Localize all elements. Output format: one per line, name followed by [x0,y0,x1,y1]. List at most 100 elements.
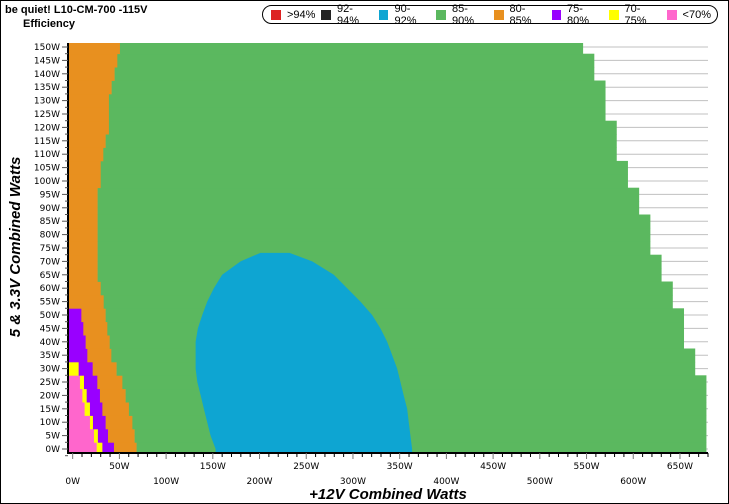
heatmap-cell [107,321,685,336]
heatmap-cell [68,174,102,189]
y-tick-label: 90W [40,204,60,214]
legend-item: >94% [271,9,315,21]
y-tick-label: 100W [34,177,60,187]
y-tick-label: 30W [40,365,60,375]
heatmap-cell [113,442,137,453]
heatmap-cell [100,160,628,175]
x-tick-label: 500W [527,477,553,487]
legend-item: 90-92% [378,3,431,27]
y-tick-label: 15W [40,405,60,415]
heatmap-cell [96,442,103,453]
chart-subtitle: Efficiency [23,18,75,30]
region-90-92 [195,252,413,453]
y-tick-label: 75W [40,244,60,254]
y-tick-label: 150W [34,43,60,53]
x-tick-label: 300W [340,477,366,487]
heatmap-cell [68,201,98,215]
y-tick-label: 120W [34,123,60,133]
x-tick-label: 550W [574,462,600,472]
heatmap-cell [68,308,82,323]
heatmap-cell [84,402,91,416]
heatmap-cell [68,241,98,256]
heatmap-cell [97,201,640,215]
x-tick-label: 250W [293,462,319,472]
heatmap-cell [89,415,94,430]
heatmap-cell [87,348,112,363]
heatmap-cell [97,254,662,269]
x-tick-label: 350W [387,462,413,472]
legend-label: 75-80% [567,2,590,27]
heatmap-cell [97,268,662,282]
heatmap-cell [68,348,88,363]
x-tick-label: 600W [620,477,646,487]
heatmap-cell [78,361,93,376]
heatmap-cell [108,107,606,122]
legend-swatch [551,9,562,20]
x-tick-label: 200W [246,477,272,487]
legend-swatch [271,9,281,20]
legend-swatch [321,9,331,20]
heatmap-cell [97,375,123,390]
heatmap-cell [68,402,85,416]
heatmap-cell [105,415,133,430]
heatmap-cell [108,120,617,135]
heatmap-cell [68,361,79,376]
legend-label: 80-85% [509,2,532,27]
heatmap-cell [68,147,104,162]
heatmap-cell [105,134,617,148]
heatmap-cell [68,442,97,453]
heatmap-cell [100,281,673,296]
heatmap-cell [68,321,84,336]
x-tick-label: 150W [200,462,226,472]
legend: >94% 92-94% 90-92% 85-90% 80-85% 75-80% 70-75%… [262,2,718,27]
heatmap-cell [68,43,121,55]
heatmap-cell [68,67,115,81]
heatmap-cell [68,428,95,443]
legend-label: <70% [682,8,711,21]
heatmap-cell [103,294,673,309]
legend-swatch [436,9,446,20]
y-tick-label: 60W [40,284,60,294]
heatmap-cell [107,428,135,443]
heatmap-cell [119,43,584,55]
y-tick-label: 135W [34,83,60,93]
heatmap-cell [68,227,98,242]
heatmap-cell [108,93,606,108]
y-tick-label: 105W [34,164,60,174]
legend-label: >94% [287,8,316,21]
heatmap-cell [85,335,110,349]
heatmap-cell [68,93,110,108]
legend-item: 75-80% [551,2,604,27]
x-tick-label: 100W [153,477,179,487]
y-tick-label: 5W [45,432,60,442]
legend-label: 85-90% [451,2,475,27]
y-tick-label: 0W [45,445,60,455]
heatmap-cell [100,174,628,189]
heatmap-cell [68,335,86,349]
y-tick-label: 25W [40,378,60,388]
legend-swatch [609,9,619,20]
heatmap-cell [82,388,87,403]
legend-swatch [494,9,504,20]
heatmap-cell [83,375,98,390]
heatmap-cell [111,80,606,95]
heatmap-cell [93,428,99,443]
y-tick-label: 35W [40,351,60,361]
y-tick-label: 65W [40,271,60,281]
legend-item: <70% [666,8,711,21]
chart-title: be quiet! L10-CM-700 -115V [5,4,148,16]
x-axis-title: +12V Combined Watts [309,486,467,503]
heatmap-cell [68,80,112,95]
heatmap-cell [68,268,98,282]
y-tick-label: 45W [40,324,60,334]
y-tick-label: 50W [40,311,60,321]
heatmap-cell [97,187,640,202]
heatmap-cell [102,402,130,416]
heatmap-cell [136,442,707,453]
heatmap-cell [97,428,109,443]
y-tick-label: 140W [34,70,60,80]
legend-item: 85-90% [436,3,488,27]
x-tick-label: 50W [109,462,129,472]
